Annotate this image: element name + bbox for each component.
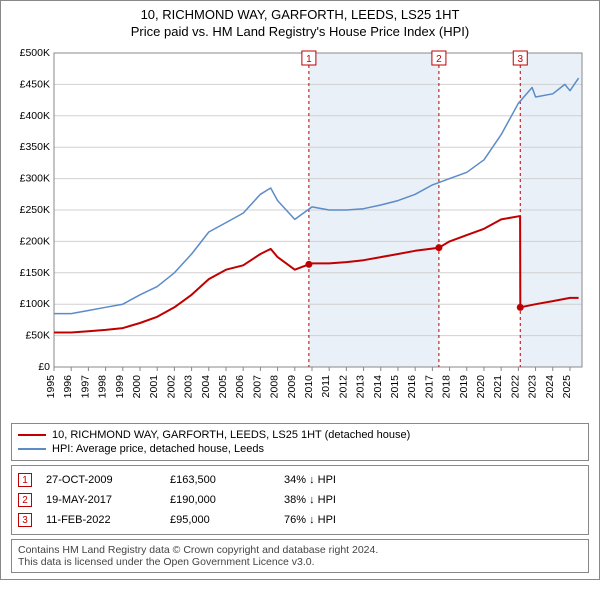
event-delta-cell: 34% ↓ HPI: [284, 474, 336, 486]
events-table: 1 27-OCT-2009 £163,500 34% ↓ HPI 2 19-MAY-201…: [11, 465, 589, 535]
x-tick-label: 1996: [62, 375, 74, 399]
y-tick-label: £200K: [20, 235, 50, 247]
footer-line-2: This data is licensed under the Open Gov…: [18, 556, 582, 568]
footer-line-1: Contains HM Land Registry data © Crown c…: [18, 544, 582, 556]
x-tick-label: 2013: [355, 375, 367, 399]
x-tick-label: 2004: [200, 375, 212, 399]
event-price-cell: £95,000: [170, 514, 270, 526]
y-tick-label: £0: [38, 361, 50, 373]
x-tick-label: 2007: [251, 375, 263, 399]
x-tick-label: 2020: [475, 375, 487, 399]
x-tick-label: 2014: [372, 375, 384, 399]
x-tick-label: 2005: [217, 375, 229, 399]
x-tick-label: 2019: [458, 375, 470, 399]
event-marker-label: 2: [436, 54, 442, 65]
event-marker-cell: 1: [18, 473, 32, 487]
y-tick-label: £100K: [20, 298, 50, 310]
event-date-cell: 19-MAY-2017: [46, 494, 156, 506]
event-marker-label: 3: [517, 54, 523, 65]
x-tick-label: 2015: [389, 375, 401, 399]
event-price-cell: £190,000: [170, 494, 270, 506]
x-tick-label: 2022: [509, 375, 521, 399]
x-tick-label: 2008: [269, 375, 281, 399]
event-date-cell: 27-OCT-2009: [46, 474, 156, 486]
event-row: 2 19-MAY-2017 £190,000 38% ↓ HPI: [18, 490, 582, 510]
legend-box: 10, RICHMOND WAY, GARFORTH, LEEDS, LS25 …: [11, 423, 589, 461]
x-tick-label: 2023: [527, 375, 539, 399]
legend-swatch: [18, 434, 46, 436]
y-tick-label: £350K: [20, 141, 50, 153]
event-delta-cell: 38% ↓ HPI: [284, 494, 336, 506]
y-tick-label: £150K: [20, 267, 50, 279]
y-tick-label: £50K: [25, 330, 50, 342]
chart-area: £0 £50K £100K £150K £200K £250K £300K £350K £400…: [6, 45, 594, 415]
legend-row: HPI: Average price, detached house, Leed…: [18, 442, 582, 456]
y-tick-label: £450K: [20, 78, 50, 90]
event-marker-label: 1: [306, 54, 312, 65]
event-marker-cell: 3: [18, 513, 32, 527]
x-tick-label: 1995: [45, 375, 57, 399]
y-tick-label: £400K: [20, 110, 50, 122]
event-marker-cell: 2: [18, 493, 32, 507]
event-row: 3 11-FEB-2022 £95,000 76% ↓ HPI: [18, 510, 582, 530]
x-tick-label: 2017: [423, 375, 435, 399]
y-tick-label: £500K: [20, 47, 50, 59]
x-tick-label: 2021: [492, 375, 504, 399]
x-tick-label: 2025: [561, 375, 573, 399]
line-chart-svg: £0 £50K £100K £150K £200K £250K £300K £350K £400…: [6, 45, 594, 415]
legend-label: 10, RICHMOND WAY, GARFORTH, LEEDS, LS25 …: [52, 429, 410, 441]
x-tick-label: 2018: [441, 375, 453, 399]
x-tick-label: 2024: [544, 375, 556, 399]
event-delta-cell: 76% ↓ HPI: [284, 514, 336, 526]
legend-row: 10, RICHMOND WAY, GARFORTH, LEEDS, LS25 …: [18, 428, 582, 442]
chart-card: 10, RICHMOND WAY, GARFORTH, LEEDS, LS25 …: [0, 0, 600, 580]
y-tick-label: £250K: [20, 204, 50, 216]
x-tick-label: 2001: [148, 375, 160, 399]
x-tick-label: 1999: [114, 375, 126, 399]
event-date-cell: 11-FEB-2022: [46, 514, 156, 526]
x-tick-label: 1998: [97, 375, 109, 399]
legend-swatch: [18, 448, 46, 450]
x-tick-label: 2002: [165, 375, 177, 399]
event-price-cell: £163,500: [170, 474, 270, 486]
event-row: 1 27-OCT-2009 £163,500 34% ↓ HPI: [18, 470, 582, 490]
title-sub: Price paid vs. HM Land Registry's House …: [5, 24, 595, 39]
x-tick-label: 1997: [79, 375, 91, 399]
title-main: 10, RICHMOND WAY, GARFORTH, LEEDS, LS25 …: [5, 7, 595, 22]
x-tick-label: 2010: [303, 375, 315, 399]
x-tick-label: 2012: [337, 375, 349, 399]
x-tick-label: 2016: [406, 375, 418, 399]
x-tick-label: 2006: [234, 375, 246, 399]
x-tick-label: 2003: [183, 375, 195, 399]
y-tick-label: £300K: [20, 173, 50, 185]
title-block: 10, RICHMOND WAY, GARFORTH, LEEDS, LS25 …: [1, 1, 599, 41]
x-tick-label: 2009: [286, 375, 298, 399]
x-tick-label: 2000: [131, 375, 143, 399]
attribution-footer: Contains HM Land Registry data © Crown c…: [11, 539, 589, 573]
x-tick-label: 2011: [320, 375, 332, 398]
legend-label: HPI: Average price, detached house, Leed…: [52, 443, 264, 455]
